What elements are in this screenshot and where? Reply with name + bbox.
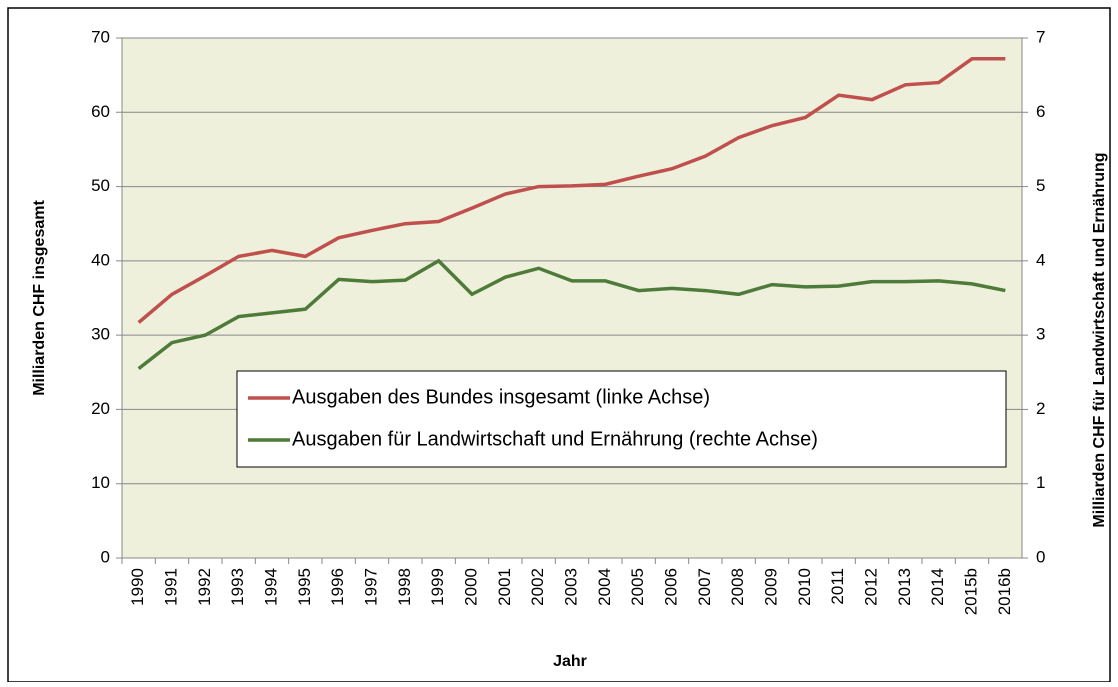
y2-tick-label: 3 bbox=[1036, 325, 1045, 344]
x-tick-label: 1993 bbox=[228, 568, 247, 606]
x-tick-label: 1998 bbox=[395, 568, 414, 606]
legend bbox=[236, 370, 1007, 468]
x-tick-label: 2009 bbox=[761, 568, 780, 606]
legend-label: Ausgaben für Landwirtschaft und Ernährun… bbox=[292, 428, 818, 450]
x-tick-label: 2010 bbox=[795, 568, 814, 606]
x-tick-label: 1995 bbox=[295, 568, 314, 606]
x-tick-label: 2006 bbox=[661, 568, 680, 606]
line-series bbox=[137, 57, 1006, 324]
x-tick-label: 2007 bbox=[695, 568, 714, 606]
x-tick-label: 2003 bbox=[561, 568, 580, 606]
y-tick-label: 70 bbox=[91, 27, 110, 46]
x-tick-label: 2001 bbox=[495, 568, 514, 606]
legend-label: Ausgaben des Bundes insgesamt (linke Ach… bbox=[292, 386, 710, 408]
x-tick-label: 2008 bbox=[728, 568, 747, 606]
x-tick-label: 2011 bbox=[828, 568, 847, 605]
y2-tick-label: 4 bbox=[1036, 250, 1045, 269]
x-axis-title: Jahr bbox=[553, 653, 587, 670]
x-tick-label: 1997 bbox=[361, 568, 380, 606]
y-tick-label: 40 bbox=[91, 250, 110, 269]
x-tick-label: 2002 bbox=[528, 568, 547, 606]
x-tick-label: 2000 bbox=[461, 568, 480, 606]
x-tick-label: 1991 bbox=[161, 568, 180, 606]
y2-tick-label: 2 bbox=[1036, 399, 1045, 418]
x-tick-label: 2015b bbox=[961, 568, 980, 615]
x-tick-label: 2013 bbox=[895, 568, 914, 606]
x-tick-label: 2016b bbox=[995, 568, 1014, 615]
x-tick-label: 1999 bbox=[428, 568, 447, 606]
y-tick-label: 0 bbox=[101, 547, 110, 566]
y-tick-label: 60 bbox=[91, 102, 110, 121]
y2-axis-title: Milliarden CHF für Landwirtschaft und Er… bbox=[1091, 152, 1108, 527]
x-tick-label: 1996 bbox=[328, 568, 347, 606]
y-tick-label: 50 bbox=[91, 176, 110, 195]
plot-area bbox=[121, 37, 1023, 559]
x-tick-label: 1994 bbox=[261, 568, 280, 606]
y2-tick-label: 7 bbox=[1036, 27, 1045, 46]
x-tick-label: 2012 bbox=[861, 568, 880, 606]
y2-tick-label: 6 bbox=[1036, 102, 1045, 121]
x-tick-label: 1990 bbox=[128, 568, 147, 606]
x-tick-label: 1992 bbox=[195, 568, 214, 606]
x-tick-label: 2005 bbox=[628, 568, 647, 606]
y2-tick-label: 1 bbox=[1036, 473, 1045, 492]
x-tick-label: 2014 bbox=[928, 568, 947, 606]
line-series bbox=[137, 258, 1006, 370]
y2-tick-label: 5 bbox=[1036, 176, 1045, 195]
x-tick-label: 2004 bbox=[595, 568, 614, 606]
y-axis-title: Milliarden CHF insgesamt bbox=[31, 200, 48, 396]
y-tick-label: 20 bbox=[91, 399, 110, 418]
y-tick-label: 30 bbox=[91, 325, 110, 344]
y2-tick-label: 0 bbox=[1036, 547, 1045, 566]
y-tick-label: 10 bbox=[91, 473, 110, 492]
